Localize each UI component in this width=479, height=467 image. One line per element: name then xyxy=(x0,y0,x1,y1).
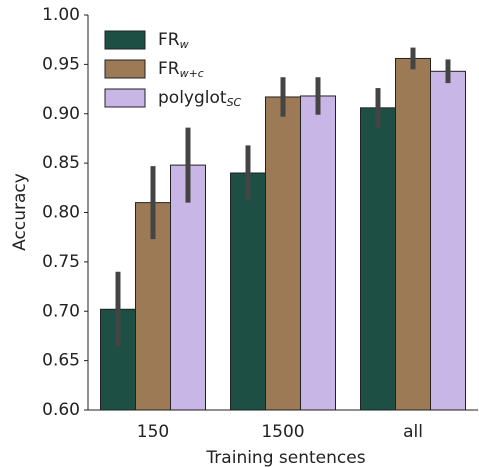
legend-subscript: w xyxy=(180,38,189,51)
bar xyxy=(265,96,301,411)
legend-name: polyglot xyxy=(158,88,227,108)
y-tick-label: 0.85 xyxy=(42,153,80,173)
x-tick-label: 150 xyxy=(137,422,169,442)
y-axis-label: Accuracy xyxy=(10,173,30,251)
y-tick-label: 0.95 xyxy=(42,54,80,74)
y-tick-label: 0.70 xyxy=(42,301,80,321)
legend-name: FR xyxy=(158,59,180,79)
y-tick-label: 0.80 xyxy=(42,203,80,223)
legend-swatch xyxy=(104,59,146,79)
legend-subscript: SC xyxy=(227,96,242,109)
legend-subscript: w+c xyxy=(180,67,204,80)
bar xyxy=(430,70,466,411)
y-tick-label: 0.65 xyxy=(42,351,80,371)
legend-label: polyglotSC xyxy=(158,88,242,109)
bar xyxy=(300,95,336,411)
x-tick-label: all xyxy=(403,422,423,442)
x-tick-label: 1500 xyxy=(261,422,304,442)
y-tick-label: 0.60 xyxy=(42,400,80,420)
legend-label: FRw+c xyxy=(158,59,204,80)
bar xyxy=(170,164,206,411)
bar xyxy=(230,172,266,411)
legend-swatch xyxy=(104,88,146,108)
bar xyxy=(395,57,431,411)
y-tick-label: 1.00 xyxy=(42,5,80,25)
x-axis-label: Training sentences xyxy=(205,448,365,467)
y-tick-label: 0.90 xyxy=(42,104,80,124)
legend-label: FRw xyxy=(158,30,189,51)
legend-swatch xyxy=(104,30,146,50)
bar xyxy=(360,107,396,411)
y-tick-label: 0.75 xyxy=(42,252,80,272)
legend-name: FR xyxy=(158,30,180,50)
